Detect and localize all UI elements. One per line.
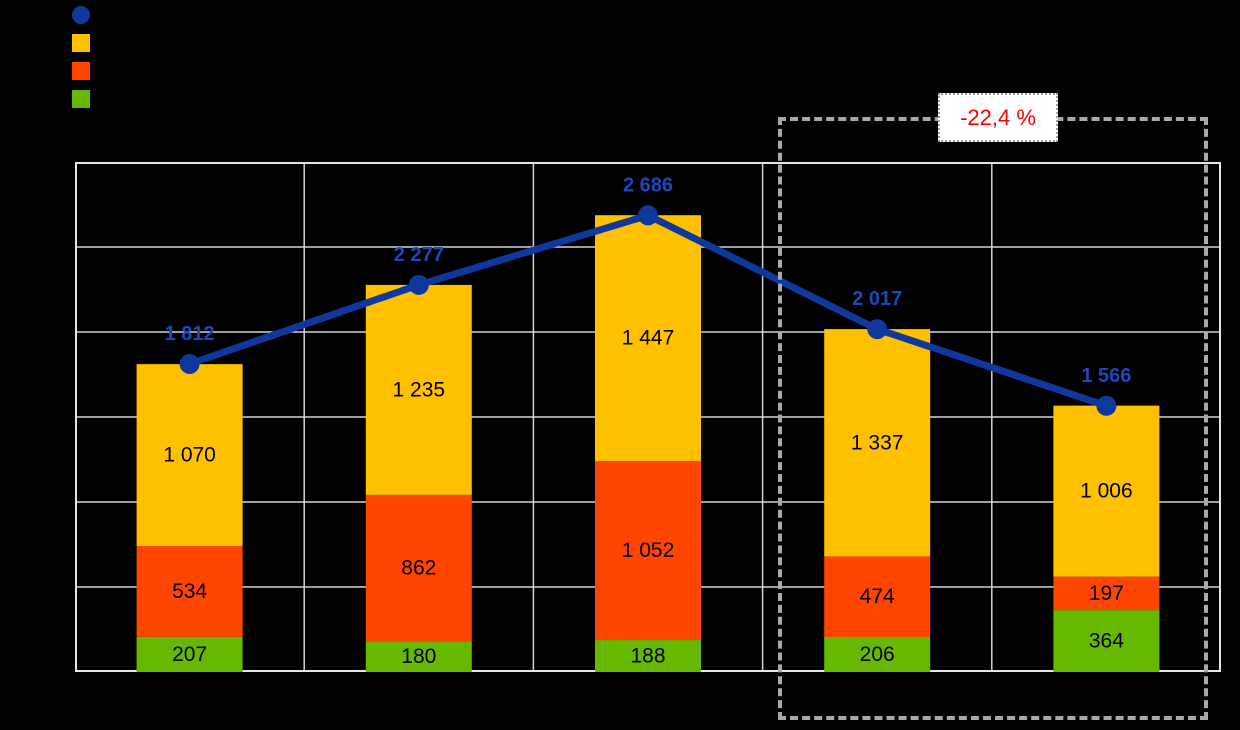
amber-series-swatch-icon xyxy=(72,34,90,52)
bar-segment-label: 1 447 xyxy=(622,327,675,350)
bar-segment xyxy=(365,494,472,642)
bar-segment xyxy=(136,364,243,547)
bar-segment-label: 474 xyxy=(860,585,895,608)
legend-item xyxy=(72,62,90,80)
green-series-swatch-icon xyxy=(72,90,90,108)
red-series-swatch-icon xyxy=(72,62,90,80)
line-value-label: 2 017 xyxy=(852,288,902,310)
bar-segment xyxy=(136,636,243,672)
line-marker xyxy=(867,319,888,340)
bar-segment xyxy=(1053,405,1160,577)
bar-segment-label: 1 052 xyxy=(622,539,675,562)
line-series-marker-icon xyxy=(72,6,90,24)
bar-segment xyxy=(595,640,701,672)
change-annotation-label: -22,4 % xyxy=(960,104,1036,130)
line-value-label: 1 812 xyxy=(165,323,215,345)
line-marker xyxy=(1096,395,1117,416)
chart-svg: 207 534 1 070 180 862 1 235 188 1 052 1 447 206 47… xyxy=(75,162,1221,672)
bar-segment xyxy=(824,556,931,637)
line-value-label: 2 686 xyxy=(623,174,673,196)
bar-segment xyxy=(824,329,931,557)
line-marker xyxy=(638,205,658,226)
chart-plot: 207 534 1 070 180 862 1 235 188 1 052 1 447 206 47… xyxy=(75,162,1221,672)
bar-segment xyxy=(824,636,931,672)
bar-segment xyxy=(136,546,243,637)
line-value-label: 1 566 xyxy=(1081,365,1131,387)
bar-segment-label: 364 xyxy=(1089,630,1124,653)
bar-segment-label: 862 xyxy=(401,557,436,580)
legend-item xyxy=(72,6,90,24)
bar-segment-label: 206 xyxy=(860,643,895,666)
bar-segment-label: 197 xyxy=(1089,582,1124,605)
highlight-dashed-box xyxy=(778,117,1208,720)
legend xyxy=(72,6,90,108)
line-marker xyxy=(408,274,429,295)
bar-segment xyxy=(595,215,701,462)
bar-segment xyxy=(1053,610,1160,672)
bar-segment xyxy=(1053,576,1160,611)
bar-segment-label: 1 006 xyxy=(1080,480,1133,503)
legend-item xyxy=(72,34,90,52)
bar-segment-label: 188 xyxy=(630,645,665,668)
bar-segment-label: 207 xyxy=(172,643,207,666)
legend-item xyxy=(72,90,90,108)
bar-segment xyxy=(595,461,701,641)
line-marker xyxy=(179,353,200,374)
bar-segment-label: 534 xyxy=(172,580,207,603)
bar-segment-label: 1 337 xyxy=(851,431,904,454)
bar-segment xyxy=(365,284,472,495)
bar-segment-label: 1 070 xyxy=(163,444,216,467)
bar-segment xyxy=(365,641,472,672)
change-annotation: -22,4 % xyxy=(938,93,1058,142)
line-value-label: 2 277 xyxy=(394,244,444,266)
bar-segment-label: 1 235 xyxy=(393,378,446,401)
bar-segment-label: 180 xyxy=(401,645,436,668)
